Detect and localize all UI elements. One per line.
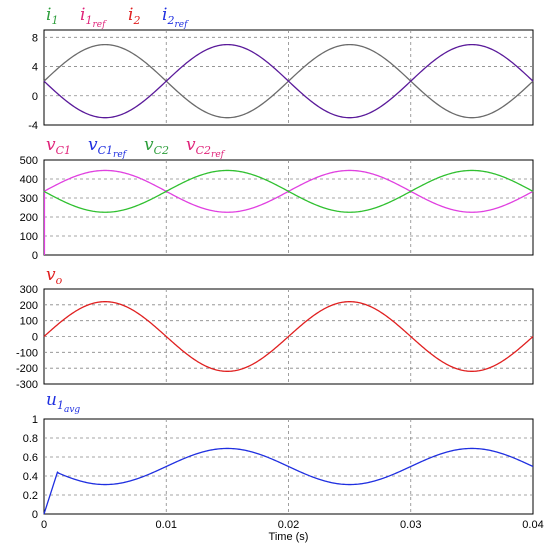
series-line-1 [43,447,534,515]
legend-entry: vo [46,265,63,287]
x-axis-label: Time (s) [269,531,309,543]
x-tick-label: 0 [41,519,47,531]
y-tick-label: 0 [32,91,38,103]
legend-entry: i1ref [80,5,107,30]
legend-entry: vC1ref [88,135,128,160]
y-tick-label: 0 [32,509,38,521]
y-tick-label: 0.6 [23,452,38,464]
legend-entry: i2ref [162,5,189,30]
subplot-2: 500 400 300 200 100 0 vC1 vC1ref vC2 vC2ref [20,135,534,262]
x-tick-label: 0.02 [278,519,299,531]
subplot-4: 1 0.8 0.6 0.4 0.2 00 0.01 0.02 0.03 0.04 Time (s) u… [23,390,544,543]
y-tick-label: 1 [32,414,38,426]
y-tick-label: 300 [20,193,38,205]
legend-entry: vC1 [46,135,71,157]
legend-entry: u1avg [46,390,80,415]
y-tick-label: 8 [32,32,38,44]
x-tick-label: 0.04 [522,519,543,531]
y-tick-label: 100 [20,316,38,328]
y-tick-label: 0 [32,250,38,262]
y-tick-label: 300 [20,284,38,296]
y-tick-label: 200 [20,212,38,224]
y-tick-label: 0.4 [23,471,38,483]
series-line-2 [43,43,534,119]
y-tick-label: -4 [28,120,38,132]
y-tick-label: 400 [20,174,38,186]
y-tick-label: 4 [32,62,38,74]
x-tick-label: 0.01 [156,519,177,531]
y-tick-label: -100 [16,347,38,359]
y-tick-label: 200 [20,300,38,312]
y-tick-label: 0.2 [23,490,38,502]
y-tick-label: 0 [32,332,38,344]
subplot-1: 8 4 0 -4 i1 i1ref i2 i2ref [28,5,534,132]
subplot-3: 300 200 100 0 -100 -200 -300 vo [16,265,534,391]
legend-entry: i2 [128,5,140,27]
legend-entry: vC2ref [186,135,226,160]
x-tick-label: 0.03 [400,519,421,531]
y-tick-label: -200 [16,363,38,375]
legend-entry: vC2 [144,135,169,157]
legend-entry: i1 [46,5,58,27]
y-tick-label: 500 [20,155,38,167]
y-tick-label: 100 [20,231,38,243]
series-line-2 [43,169,534,213]
y-tick-label: 0.8 [23,433,38,445]
y-tick-label: -300 [16,379,38,391]
series-line-1 [43,301,534,372]
